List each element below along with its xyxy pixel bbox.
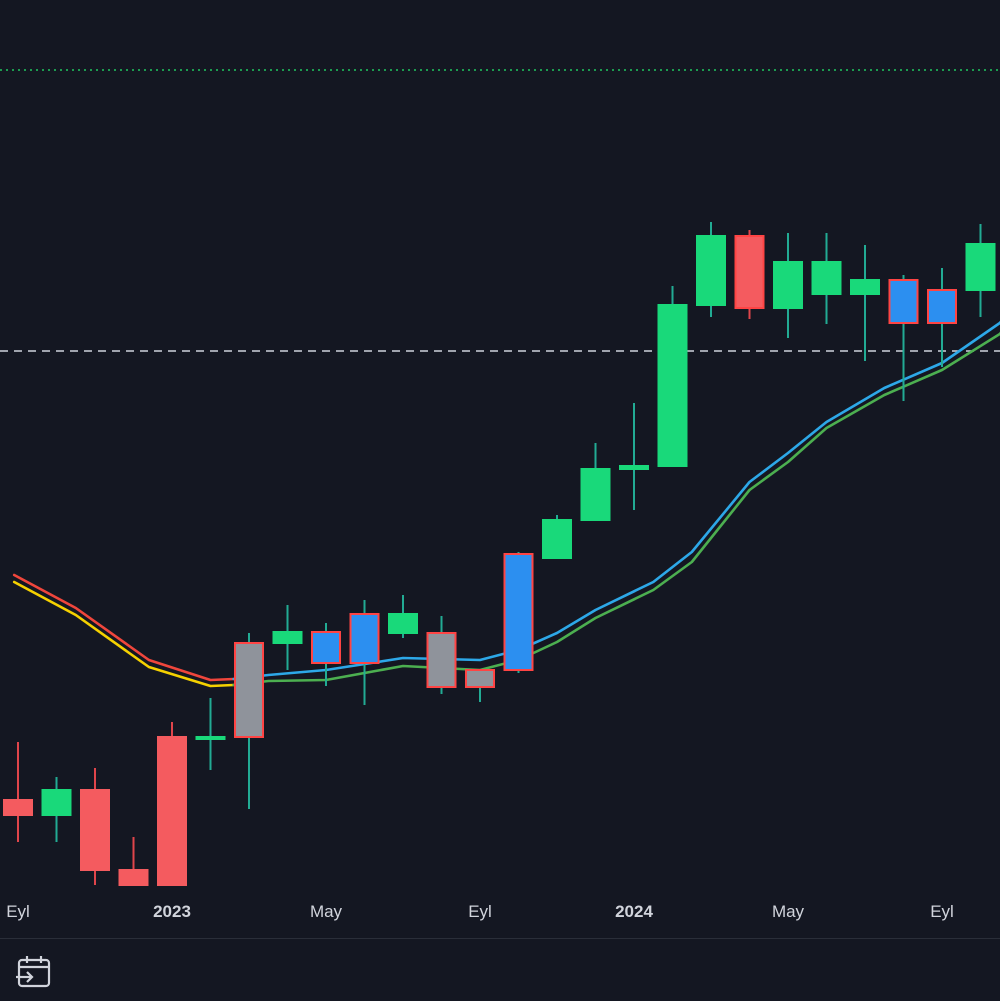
- candle-body: [850, 279, 880, 295]
- candle-body: [272, 631, 303, 644]
- candle-body: [157, 736, 187, 886]
- bottom-toolbar: [0, 938, 1000, 1001]
- candle: [118, 837, 149, 886]
- x-axis: Eyl 2023 May Eyl 2024 May Eyl: [6, 902, 954, 921]
- candle: [272, 605, 303, 670]
- candle: [388, 595, 418, 638]
- candle: [580, 443, 611, 521]
- candle-body: [465, 669, 495, 688]
- candle: [619, 403, 649, 510]
- ma-line-1: [12, 580, 235, 688]
- candle: [965, 224, 996, 317]
- candle-body: [619, 465, 649, 470]
- x-tick-label: Eyl: [6, 902, 30, 921]
- candle: [157, 722, 187, 886]
- candle: [80, 768, 110, 885]
- candle: [811, 233, 842, 324]
- candle: [426, 616, 457, 694]
- candle-body: [311, 631, 341, 664]
- candle: [773, 233, 803, 338]
- candle-body: [965, 243, 996, 291]
- candle: [696, 222, 726, 317]
- candle-body: [426, 632, 457, 688]
- x-tick-label: 2023: [153, 902, 191, 921]
- candle-body: [734, 235, 765, 309]
- candle-body: [927, 289, 957, 324]
- candle-body: [773, 261, 803, 309]
- candle: [657, 286, 688, 467]
- x-tick-label: 2024: [615, 902, 653, 921]
- candle-body: [118, 869, 149, 886]
- ma-line-0: [12, 573, 235, 682]
- horizontal-levels: [0, 69, 1000, 352]
- candle: [311, 623, 341, 686]
- candle: [3, 742, 33, 842]
- candle: [927, 268, 957, 367]
- candle: [41, 777, 72, 842]
- candles: [3, 222, 996, 886]
- x-tick-label: May: [772, 902, 805, 921]
- x-tick-label: Eyl: [468, 902, 492, 921]
- candle-body: [41, 789, 72, 816]
- candle-body: [80, 789, 110, 871]
- candle: [542, 515, 572, 559]
- candle-body: [657, 304, 688, 467]
- candle: [349, 600, 380, 705]
- x-tick-label: Eyl: [930, 902, 954, 921]
- candle: [888, 275, 919, 401]
- candle: [503, 552, 534, 673]
- candle-body: [811, 261, 842, 295]
- calendar-arrow-icon: [16, 956, 51, 988]
- candle-body: [388, 613, 418, 634]
- candle-body: [195, 736, 226, 740]
- candle-body: [888, 279, 919, 324]
- candle: [195, 698, 226, 770]
- candle: [465, 669, 495, 702]
- candle: [734, 230, 765, 319]
- candle-body: [3, 799, 33, 816]
- candle: [234, 633, 264, 809]
- candle-body: [542, 519, 572, 559]
- candle-body: [580, 468, 611, 521]
- candle-body: [696, 235, 726, 306]
- candle-body: [349, 613, 380, 664]
- candle: [850, 245, 880, 361]
- date-range-button[interactable]: [14, 953, 54, 993]
- x-tick-label: May: [310, 902, 343, 921]
- candle-body: [503, 553, 534, 671]
- candle-body: [234, 642, 264, 738]
